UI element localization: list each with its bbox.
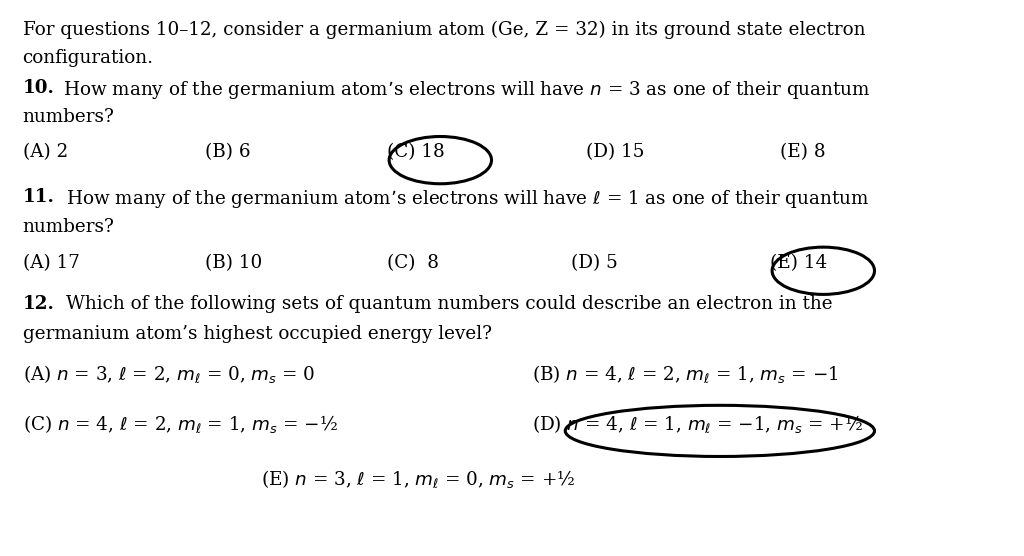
Text: (D) 5: (D) 5 (571, 254, 618, 272)
Text: (B) $n$ = 4, $\ell$ = 2, $m_{\ell}$ = 1, $m_s$ = −1: (B) $n$ = 4, $\ell$ = 2, $m_{\ell}$ = 1,… (532, 363, 839, 385)
Text: (E) 14: (E) 14 (770, 254, 827, 272)
Text: configuration.: configuration. (23, 49, 154, 67)
Text: (D) $n$ = 4, $\ell$ = 1, $m_{\ell}$ = −1, $m_s$ = +½: (D) $n$ = 4, $\ell$ = 1, $m_{\ell}$ = −1… (532, 413, 863, 435)
Text: (A) 2: (A) 2 (23, 143, 68, 161)
Text: germanium atom’s highest occupied energy level?: germanium atom’s highest occupied energy… (23, 325, 492, 343)
Text: (A) $n$ = 3, $\ell$ = 2, $m_{\ell}$ = 0, $m_s$ = 0: (A) $n$ = 3, $\ell$ = 2, $m_{\ell}$ = 0,… (23, 363, 315, 385)
Text: (C) $n$ = 4, $\ell$ = 2, $m_{\ell}$ = 1, $m_s$ = −½: (C) $n$ = 4, $\ell$ = 2, $m_{\ell}$ = 1,… (23, 413, 337, 435)
Text: numbers?: numbers? (23, 108, 115, 126)
Text: (B) 6: (B) 6 (205, 143, 251, 161)
Text: (E) $n$ = 3, $\ell$ = 1, $m_{\ell}$ = 0, $m_s$ = +½: (E) $n$ = 3, $\ell$ = 1, $m_{\ell}$ = 0,… (261, 468, 575, 490)
Text: numbers?: numbers? (23, 218, 115, 236)
Text: (A) 17: (A) 17 (23, 254, 80, 272)
Text: 12.: 12. (23, 295, 54, 312)
Text: (B) 10: (B) 10 (205, 254, 262, 272)
Text: (C) 18: (C) 18 (387, 143, 444, 161)
Text: (E) 8: (E) 8 (780, 143, 826, 161)
Text: For questions 10–12, consider a germanium atom (Ge, Z = 32) in its ground state : For questions 10–12, consider a germaniu… (23, 21, 865, 39)
Text: Which of the following sets of quantum numbers could describe an electron in the: Which of the following sets of quantum n… (66, 295, 833, 312)
Text: 11.: 11. (23, 188, 54, 206)
Text: 10.: 10. (23, 79, 54, 97)
Text: How many of the germanium atom’s electrons will have $\ell$ = 1 as one of their : How many of the germanium atom’s electro… (66, 188, 869, 210)
Text: (C)  8: (C) 8 (387, 254, 439, 272)
Text: How many of the germanium atom’s electrons will have $n$ = 3 as one of their qua: How many of the germanium atom’s electro… (63, 79, 871, 101)
Text: (D) 15: (D) 15 (586, 143, 644, 161)
